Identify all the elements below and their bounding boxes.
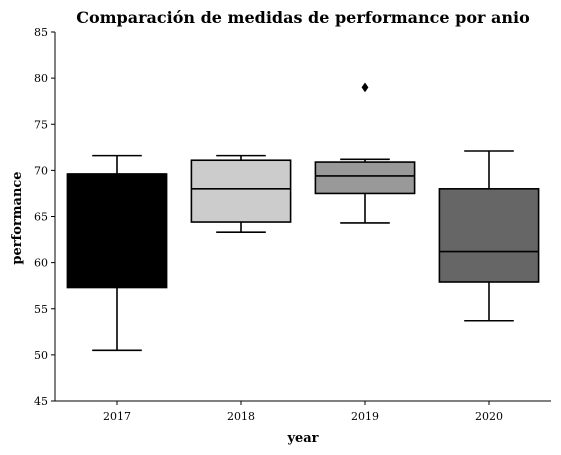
iqr-box: [314, 161, 416, 195]
iqr-box: [438, 188, 540, 283]
chart-title: Comparación de medidas de performance po…: [76, 8, 530, 27]
y-tick-label: 45: [34, 395, 48, 408]
box-group-2017: [66, 154, 168, 352]
iqr-box: [190, 159, 292, 223]
y-tick-label: 55: [34, 303, 48, 316]
x-axis-ticks: 2017 2018 2019 2020: [103, 401, 503, 423]
box-series: [66, 82, 540, 352]
x-tick-label: 2019: [351, 410, 379, 423]
x-axis-label: year: [286, 431, 318, 446]
x-tick-label: 2020: [475, 410, 503, 423]
outlier-point: [361, 82, 369, 93]
box-group-2018: [190, 154, 292, 233]
box-group-2019: [314, 82, 416, 224]
y-tick-label: 60: [34, 257, 48, 270]
box-group-2020: [438, 150, 540, 322]
iqr-box: [66, 173, 168, 289]
x-tick-label: 2018: [227, 410, 255, 423]
y-tick-label: 80: [34, 72, 48, 85]
y-tick-label: 75: [34, 118, 48, 131]
y-tick-label: 50: [34, 349, 48, 362]
y-tick-label: 85: [34, 26, 48, 39]
y-tick-label: 65: [34, 211, 48, 224]
y-axis-ticks: 45 50 55 60 65 70 75 80 85: [34, 26, 55, 408]
y-axis-label: performance: [10, 171, 25, 264]
x-tick-label: 2017: [103, 410, 131, 423]
y-tick-label: 70: [34, 164, 48, 177]
